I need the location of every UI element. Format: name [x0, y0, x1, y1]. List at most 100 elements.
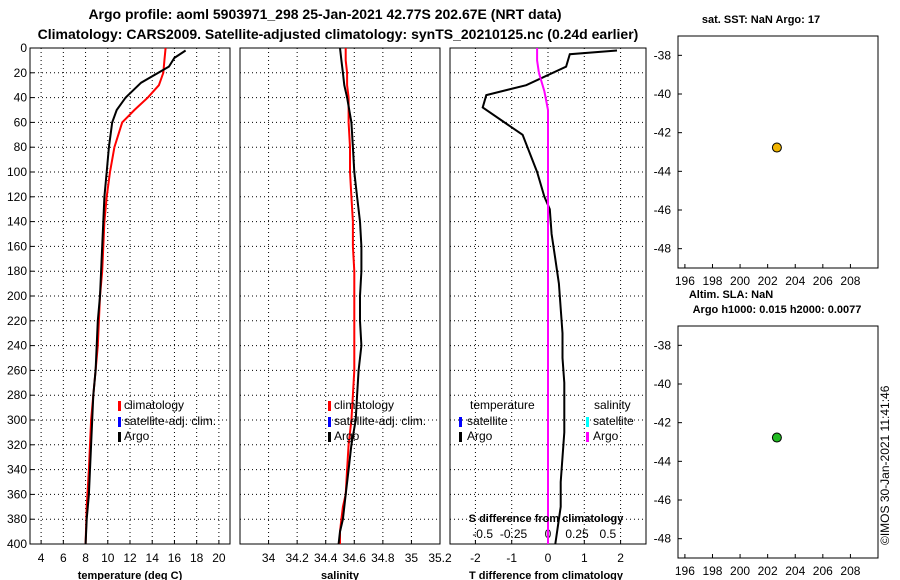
difference-legend-swatch-s-argo	[586, 432, 589, 442]
salinity-legend-swatch-argo	[328, 432, 331, 442]
temperature-legend-label-satellite: satellite-adj. clim.	[124, 414, 216, 428]
salinity-x-tick-label: 34.4	[314, 551, 338, 565]
temperature-grid	[30, 48, 230, 544]
difference-x-tick-label: 2	[617, 551, 624, 565]
sst-map-y-tick-label: -48	[654, 242, 672, 256]
temperature-x-tick-label: 4	[38, 551, 45, 565]
temperature-x-tick-label: 8	[82, 551, 89, 565]
sla-map-x-ticks: 196 198 200 202 204 206 208	[675, 554, 861, 578]
difference-s-tick-label: 0.5	[600, 527, 617, 541]
temperature-y-tick-label: 60	[14, 115, 28, 129]
difference-legend-label-t-satellite: satellite	[467, 414, 508, 428]
temperature-y-tick-label: 280	[7, 388, 27, 402]
temperature-y-tick-label: 380	[7, 512, 27, 526]
difference-legend-title-temperature: temperature	[470, 398, 535, 412]
sla-map-subtitle: Argo h1000: 0.015 h2000: 0.0077	[693, 304, 862, 316]
difference-legend-swatch-t-satellite	[459, 417, 462, 427]
salinity-x-ticks: 34 34.2 34.4 34.6 34.8 35 35.2	[262, 540, 452, 565]
sst-map-y-ticks: -38 -40 -42 -44 -46 -48	[654, 48, 682, 256]
sla-map-x-tick-label: 202	[758, 564, 778, 578]
difference-s-tick-label: -0.25	[500, 527, 528, 541]
sla-map-x-tick-label: 200	[730, 564, 750, 578]
temperature-y-tick-label: 20	[14, 66, 28, 80]
figure-title-line1: Argo profile: aoml 5903971_298 25-Jan-20…	[88, 6, 561, 22]
temperature-x-tick-label: 12	[123, 551, 137, 565]
temperature-series-line-1	[84, 49, 187, 545]
temperature-y-tick-label: 260	[7, 363, 27, 377]
difference-lines	[481, 48, 618, 545]
temperature-y-tick-label: 360	[7, 487, 27, 501]
temperature-legend-label-argo: Argo	[124, 429, 150, 443]
difference-series-line-1	[536, 48, 549, 544]
salinity-x-tick-label: 35.2	[428, 551, 452, 565]
difference-s-axis-label: S difference from climatology	[469, 513, 625, 525]
salinity-legend-label-climatology: climatology	[334, 398, 394, 412]
temperature-y-tick-label: 140	[7, 215, 27, 229]
salinity-x-tick-label: 34.2	[285, 551, 309, 565]
sst-map-x-tick-label: 200	[730, 274, 750, 288]
difference-x-axis-label: T difference from climatology	[469, 570, 624, 580]
difference-legend-title-salinity: salinity	[594, 398, 631, 412]
temperature-x-tick-label: 20	[212, 551, 226, 565]
sst-map-x-tick-label: 206	[813, 274, 833, 288]
salinity-legend-swatch-climatology	[328, 401, 331, 411]
sla-map-panel: Altim. SLA: NaN Argo h1000: 0.015 h2000:…	[654, 289, 879, 578]
sla-map-x-tick-label: 208	[840, 564, 860, 578]
sst-map-y-tick-label: -44	[654, 164, 672, 178]
sla-map-y-tick-label: -44	[654, 454, 672, 468]
temperature-y-tick-label: 40	[14, 91, 28, 105]
temperature-x-tick-label: 18	[190, 551, 204, 565]
salinity-x-tick-label: 34.6	[343, 551, 367, 565]
sla-map-points	[771, 432, 782, 443]
temperature-y-tick-label: 120	[7, 190, 27, 204]
difference-legend-label-t-argo: Argo	[467, 429, 493, 443]
temperature-panel: 0 20 40 60 80 100 120 140 160 180 200 220 240 260 280 3…	[7, 41, 231, 580]
sla-map-x-tick-label: 198	[702, 564, 722, 578]
sla-map-y-tick-label: -42	[654, 416, 672, 430]
difference-legend-label-s-argo: Argo	[593, 429, 619, 443]
salinity-legend-label-argo: Argo	[334, 429, 360, 443]
temperature-y-ticks: 0 20 40 60 80 100 120 140 160 180 200 220 240 260 280 3…	[7, 41, 34, 551]
salinity-legend-swatch-satellite	[328, 417, 331, 427]
temperature-x-ticks: 4 6 8 10 12 14 16 18 20	[38, 540, 226, 565]
temperature-y-tick-label: 220	[7, 314, 27, 328]
difference-x-tick-label: -1	[506, 551, 517, 565]
salinity-panel: 34 34.2 34.4 34.6 34.8 35 35.2 salinity climat…	[239, 47, 452, 580]
sst-map-x-tick-label: 198	[702, 274, 722, 288]
temperature-x-tick-label: 10	[101, 551, 115, 565]
temperature-x-axis-label: temperature (deg C)	[78, 570, 183, 580]
sla-map-y-tick-label: -48	[654, 532, 672, 546]
sla-map-x-tick-label: 196	[675, 564, 695, 578]
sst-map-argo-point	[771, 142, 782, 153]
temperature-y-tick-label: 100	[7, 165, 27, 179]
sla-map-x-tick-label: 206	[813, 564, 833, 578]
temperature-x-tick-label: 6	[60, 551, 67, 565]
temperature-series-line-0	[84, 47, 167, 545]
difference-s-tick-label: -0.5	[472, 527, 493, 541]
sst-map-y-tick-label: -42	[654, 126, 672, 140]
sst-map-panel: sat. SST: NaN Argo: 17 -38 -40 -42 -44 -46 -4…	[654, 14, 879, 288]
difference-legend-swatch-s-satellite	[586, 417, 589, 427]
sst-map-x-tick-label: 202	[758, 274, 778, 288]
sst-map-y-tick-label: -46	[654, 203, 672, 217]
sla-map-x-tick-label: 204	[785, 564, 805, 578]
sla-map-y-tick-label: -40	[654, 377, 672, 391]
sst-map-x-ticks: 196 198 200 202 204 206 208	[675, 264, 861, 288]
temperature-y-tick-label: 160	[7, 239, 27, 253]
temperature-legend-swatch-climatology	[118, 401, 121, 411]
temperature-y-tick-label: 180	[7, 264, 27, 278]
salinity-lines	[337, 47, 363, 545]
sst-map-points	[771, 142, 782, 153]
temperature-y-tick-label: 200	[7, 289, 27, 303]
salinity-x-tick-label: 34	[262, 551, 276, 565]
difference-x-tick-label: -2	[470, 551, 481, 565]
temperature-x-tick-label: 16	[168, 551, 182, 565]
temperature-legend-label-climatology: climatology	[124, 398, 184, 412]
salinity-x-tick-label: 34.8	[371, 551, 395, 565]
sla-map-y-tick-label: -38	[654, 338, 672, 352]
temperature-y-tick-label: 0	[20, 41, 27, 55]
salinity-x-axis-label: salinity	[321, 570, 360, 580]
sst-map-x-tick-label: 208	[840, 274, 860, 288]
sst-map-y-tick-label: -40	[654, 87, 672, 101]
sst-map-y-tick-label: -38	[654, 48, 672, 62]
